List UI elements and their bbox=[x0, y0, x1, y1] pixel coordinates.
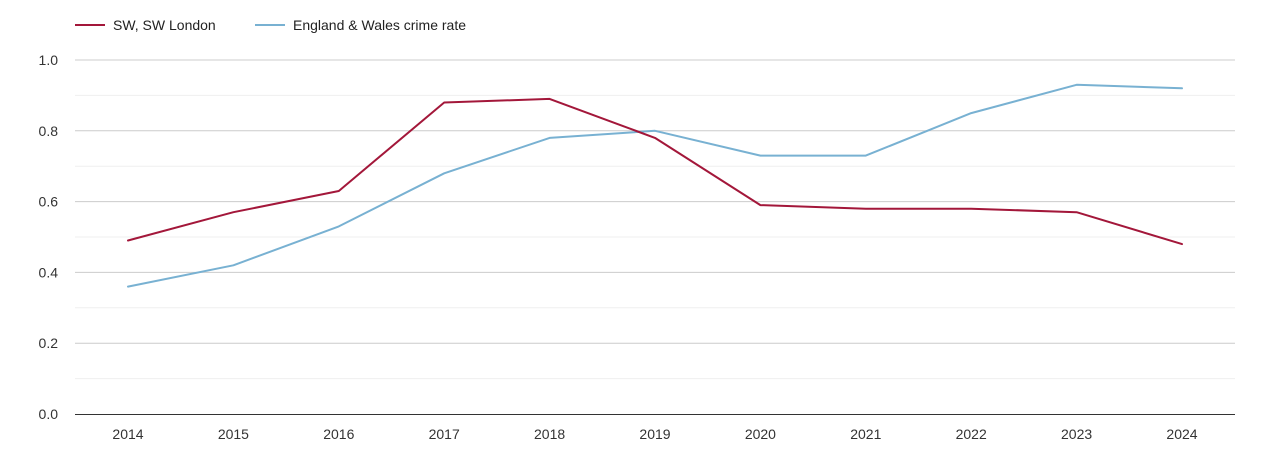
x-tick-label: 2020 bbox=[745, 426, 776, 442]
x-tick-label: 2017 bbox=[429, 426, 460, 442]
y-tick-label: 0.0 bbox=[39, 406, 59, 422]
legend-label: SW, SW London bbox=[113, 17, 216, 33]
series-line-0 bbox=[127, 97, 1183, 246]
x-tick-label: 2016 bbox=[323, 426, 354, 442]
legend: SW, SW London England & Wales crime rate bbox=[75, 17, 466, 33]
x-tick-label: 2024 bbox=[1166, 426, 1197, 442]
y-tick-label: 1.0 bbox=[39, 52, 59, 68]
grid-lines bbox=[75, 59, 1235, 380]
series-line-1 bbox=[127, 83, 1183, 288]
legend-label: England & Wales crime rate bbox=[293, 17, 466, 33]
legend-item-0[interactable]: SW, SW London bbox=[75, 17, 216, 33]
y-tick-label: 0.2 bbox=[39, 335, 59, 351]
y-tick-label: 0.4 bbox=[39, 264, 59, 280]
y-tick-label: 0.8 bbox=[39, 123, 59, 139]
x-tick-label: 2021 bbox=[850, 426, 881, 442]
x-tick-label: 2015 bbox=[218, 426, 249, 442]
legend-item-1[interactable]: England & Wales crime rate bbox=[255, 17, 466, 33]
y-tick-labels: 0.0 0.2 0.4 0.6 0.8 1.0 bbox=[39, 52, 59, 422]
x-tick-label: 2019 bbox=[639, 426, 670, 442]
x-tick-label: 2014 bbox=[112, 426, 143, 442]
series-lines bbox=[127, 83, 1183, 288]
y-tick-label: 0.6 bbox=[39, 194, 59, 210]
x-tick-label: 2018 bbox=[534, 426, 565, 442]
x-tick-label: 2023 bbox=[1061, 426, 1092, 442]
x-tick-labels: 2014 2015 2016 2017 2018 2019 2020 2021 2022 2023… bbox=[112, 426, 1197, 442]
x-tick-label: 2022 bbox=[956, 426, 987, 442]
